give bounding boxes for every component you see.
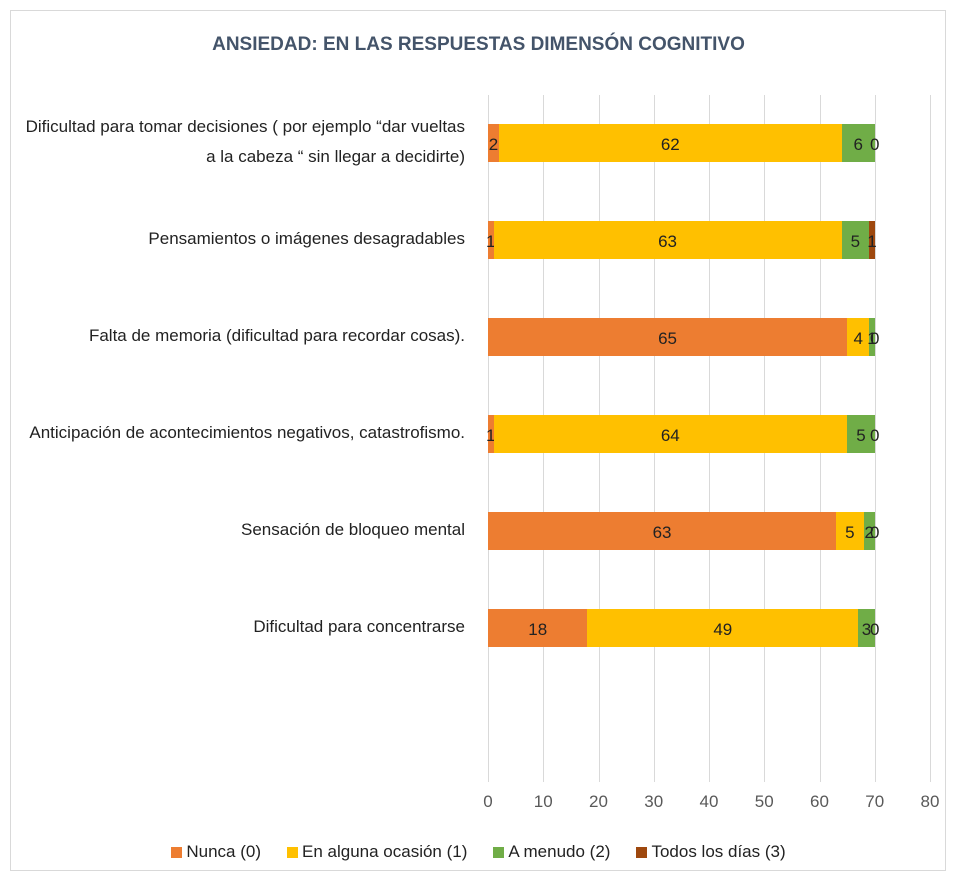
data-label: 4 (853, 329, 863, 348)
data-label: 49 (713, 620, 733, 639)
x-tick-label: 80 (920, 792, 940, 811)
category-label: Dificultad para tomar decisiones ( por e… (15, 98, 465, 186)
category-text: Falta de memoria (dificultad para record… (88, 326, 465, 345)
bar-segment (499, 124, 842, 162)
data-label: 2 (488, 135, 499, 154)
category-text: Anticipación de acontecimientos negativo… (29, 423, 465, 442)
category-label: Dificultad para concentrarse (15, 583, 465, 671)
category-label: Pensamientos o imágenes desagradables (15, 195, 465, 283)
data-label: 5 (845, 523, 855, 542)
legend-item: Todos los días (3) (636, 842, 786, 862)
category-label: Anticipación de acontecimientos negativo… (15, 389, 465, 477)
x-tick-label: 70 (865, 792, 885, 811)
data-label: 1 (867, 329, 877, 348)
x-tick-label: 40 (699, 792, 719, 811)
legend-label: Todos los días (3) (651, 842, 786, 861)
category-text: Dificultad para concentrarse (253, 617, 465, 636)
grid-line (874, 95, 876, 782)
legend: Nunca (0) En alguna ocasión (1) A menudo (… (0, 842, 957, 862)
data-label: 0 (870, 523, 880, 542)
legend-swatch (636, 846, 648, 858)
legend-item: Nunca (0) (171, 842, 261, 862)
category-text: Pensamientos o imágenes desagradables (148, 229, 465, 248)
data-label: 0 (870, 329, 880, 348)
x-tick-label: 50 (754, 792, 774, 811)
category-text: Sensación de bloqueo mental (241, 520, 465, 539)
data-label: 1 (486, 232, 496, 251)
data-label: 0 (870, 426, 880, 445)
legend-label: En alguna ocasión (1) (302, 842, 468, 861)
legend-swatch (287, 846, 298, 858)
bar-segment (847, 318, 870, 356)
bar-segment (488, 609, 588, 647)
bar-segment (858, 609, 875, 647)
x-tick-label: 60 (810, 792, 829, 811)
data-label: 65 (658, 329, 678, 348)
data-label: 2 (864, 523, 874, 542)
bar-segment (488, 221, 494, 259)
legend-label: Nunca (0) (186, 842, 261, 861)
legend-item: A menudo (2) (493, 842, 610, 862)
data-label: 5 (856, 426, 866, 445)
data-label: 0 (870, 135, 880, 154)
bar-segment (841, 124, 875, 162)
x-tick-label: 0 (483, 792, 493, 811)
data-label: 63 (658, 232, 678, 251)
category-label: Falta de memoria (dificultad para record… (15, 292, 465, 380)
bar-segment (869, 318, 875, 356)
data-label: 63 (652, 523, 672, 542)
category-text: Dificultad para tomar decisiones ( por e… (25, 117, 465, 166)
chart-border (10, 10, 946, 871)
bar-segment (493, 221, 842, 259)
data-label: 5 (850, 232, 861, 251)
data-label: 6 (853, 135, 863, 154)
x-tick-label: 30 (644, 792, 664, 811)
bar-segment (869, 221, 875, 259)
legend-swatch (171, 846, 183, 858)
bar-segment (847, 415, 875, 453)
bar-segment (493, 415, 848, 453)
bar-segment (587, 609, 859, 647)
bar-segment (488, 512, 837, 550)
grid-line (930, 95, 931, 782)
x-tick-label: 10 (533, 792, 553, 811)
bar-segment (863, 512, 875, 550)
data-label: 64 (660, 426, 680, 445)
data-label: 1 (486, 426, 496, 445)
data-label: 18 (528, 620, 548, 639)
legend-item: En alguna ocasión (1) (287, 842, 467, 862)
chart-title: ANSIEDAD: EN LAS RESPUESTAS DIMENSÓN COG… (212, 34, 745, 55)
category-label: Sensación de bloqueo mental (15, 486, 465, 574)
x-tick-label: 20 (589, 792, 608, 811)
bar-segment (836, 512, 864, 550)
data-label: 0 (870, 620, 880, 639)
legend-swatch (493, 846, 505, 858)
data-label: 3 (861, 620, 872, 639)
bar-segment (488, 318, 848, 356)
legend-label: A menudo (2) (508, 842, 611, 861)
data-label: 1 (867, 232, 877, 251)
bar-segment (841, 221, 870, 259)
bar-segment (488, 415, 494, 453)
bar-segment (488, 124, 500, 162)
data-label: 62 (660, 135, 680, 154)
